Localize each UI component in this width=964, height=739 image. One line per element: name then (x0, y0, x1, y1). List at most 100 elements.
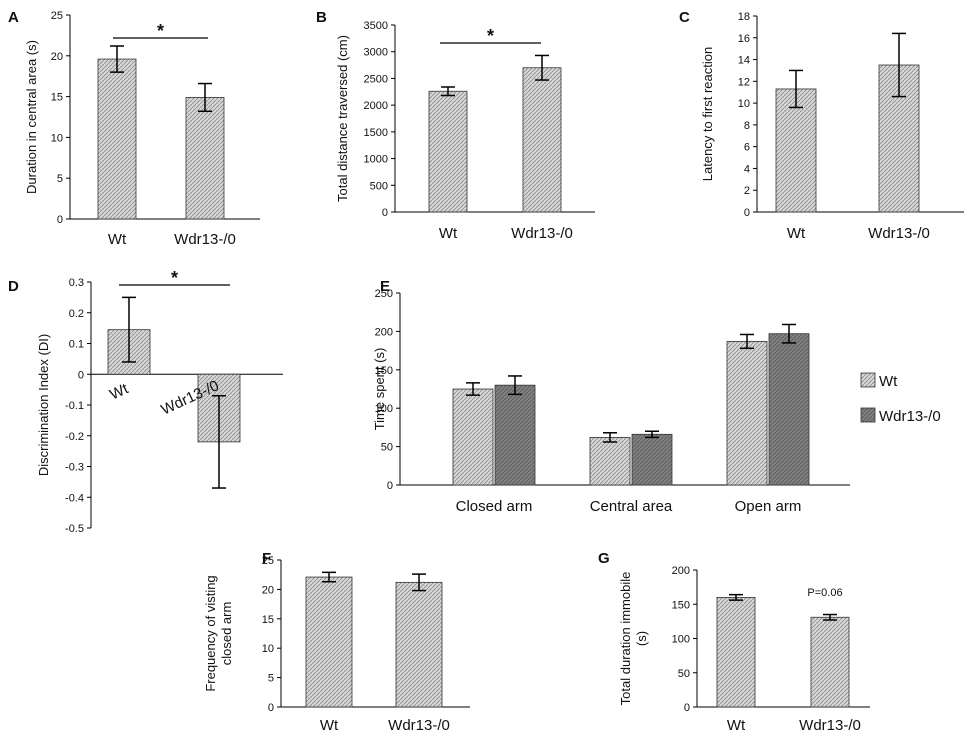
bar-0 (428, 90, 468, 213)
category-label: Wdr13-/0 (388, 717, 450, 734)
y-tick-label: 0 (78, 369, 84, 381)
panel-label-b: B (316, 9, 327, 26)
bar-0 (716, 597, 756, 708)
y-tick-label: 0 (684, 702, 690, 714)
bar-wdr13-0-0 (494, 384, 536, 486)
y-axis-label: Discrimination Index (DI) (36, 334, 51, 476)
panel-a: A 0 5 10 15 20 25 Duration in central area (s) W… (8, 9, 260, 248)
category-label: Wt (108, 231, 127, 248)
category-label: Closed arm (456, 498, 533, 515)
y-tick-label: 500 (370, 180, 388, 192)
category-label: Wdr13-/0 (799, 717, 861, 734)
bar-1 (522, 67, 562, 213)
y-axis-label: Latency to first reaction (700, 47, 715, 181)
bar-wt-1 (589, 436, 631, 486)
y-tick-label: 50 (381, 442, 393, 454)
y-tick-label: 0.3 (69, 277, 84, 289)
panel-d: D -0.5 -0.4 -0.3 -0.2 -0.1 0 0.1 0.2 0.3 Discrimin… (8, 268, 283, 535)
panel-label-c: C (679, 9, 690, 26)
panel-label-d: D (8, 278, 19, 295)
bar-wdr13-0-1 (631, 433, 673, 486)
panel-e: E 0 50 100 150 200 250 Time spent (s) Closed arm… (372, 278, 941, 515)
bar-1 (185, 97, 225, 220)
y-tick-label: 16 (738, 33, 750, 45)
category-label: Central area (590, 498, 673, 515)
panel-c: C 0 2 4 6 8 10 12 14 16 18 Latency to first reactio… (679, 9, 964, 242)
category-label: Wt (107, 380, 132, 404)
y-tick-label: 1500 (364, 127, 388, 139)
significance-star: * (487, 26, 494, 46)
y-tick-label: 0 (268, 702, 274, 714)
y-tick-label: 5 (57, 173, 63, 185)
y-tick-label: 2000 (364, 100, 388, 112)
y-axis-label: Duration in central area (s) (24, 40, 39, 194)
y-tick-label: 200 (375, 326, 393, 338)
bar-0 (305, 576, 353, 708)
legend-label-1: Wdr13-/0 (879, 408, 941, 425)
panel-f: F 0 5 10 15 20 25 Frequency of vistingclosed ar… (203, 550, 470, 734)
panel-b: B 0 500 1000 1500 2000 2500 3000 3500 Total dista… (316, 9, 595, 242)
y-tick-label: 50 (678, 668, 690, 680)
y-tick-label: 20 (262, 584, 274, 596)
y-tick-label: 10 (738, 98, 750, 110)
y-tick-label: 2500 (364, 73, 388, 85)
y-tick-label: 0.1 (69, 339, 84, 351)
panel-label-a: A (8, 9, 19, 26)
legend-swatch-1 (860, 407, 876, 423)
y-tick-label: 12 (738, 76, 750, 88)
y-tick-label: 1000 (364, 154, 388, 166)
panel-g: G 0 50 100 150 200 Total duration immobile(s) W… (598, 550, 870, 734)
y-tick-label: 10 (262, 643, 274, 655)
category-label: Wdr13-/0 (868, 225, 930, 242)
y-tick-label: -0.3 (65, 462, 84, 474)
significance-star: * (171, 268, 178, 288)
y-tick-label: -0.4 (65, 492, 84, 504)
category-label: Wt (439, 225, 458, 242)
bar-1 (810, 616, 850, 708)
category-label: Wt (787, 225, 806, 242)
bar-wt-2 (726, 340, 768, 486)
bar-0 (775, 88, 817, 213)
y-tick-label: 100 (672, 634, 690, 646)
y-tick-label: -0.5 (65, 523, 84, 535)
y-tick-label: 100 (375, 403, 393, 415)
y-tick-label: 3500 (364, 20, 388, 32)
y-tick-label: 200 (672, 565, 690, 577)
y-axis-label: Total duration immobile(s) (618, 572, 649, 706)
y-tick-label: 2 (744, 185, 750, 197)
bar-wt-0 (452, 388, 494, 486)
y-tick-label: 15 (262, 614, 274, 626)
y-tick-label: -0.1 (65, 400, 84, 412)
p-value-annotation: P=0.06 (807, 587, 842, 599)
y-tick-label: 25 (51, 10, 63, 22)
y-tick-label: 15 (51, 92, 63, 104)
y-tick-label: 8 (744, 120, 750, 132)
y-tick-label: -0.2 (65, 431, 84, 443)
y-axis-label: Time spent (s) (372, 348, 387, 431)
y-axis-label: Frequency of vistingclosed arm (203, 575, 234, 691)
y-axis-label: Total distance traversed (cm) (335, 35, 350, 202)
y-tick-label: 4 (744, 163, 750, 175)
y-tick-label: 0 (387, 480, 393, 492)
y-tick-label: 0 (57, 214, 63, 226)
significance-star: * (157, 21, 164, 41)
category-label: Wt (727, 717, 746, 734)
bar-0 (97, 58, 137, 220)
category-label: Open arm (735, 498, 802, 515)
bar-1 (395, 581, 443, 708)
y-tick-label: 14 (738, 55, 750, 67)
y-tick-label: 5 (268, 673, 274, 685)
y-tick-label: 0 (744, 207, 750, 219)
y-tick-label: 150 (375, 365, 393, 377)
y-tick-label: 25 (262, 555, 274, 567)
legend-swatch-0 (860, 372, 876, 388)
category-label: Wdr13-/0 (511, 225, 573, 242)
y-tick-label: 6 (744, 142, 750, 154)
y-tick-label: 20 (51, 51, 63, 63)
category-label: Wt (320, 717, 339, 734)
legend-label-0: Wt (879, 373, 898, 390)
panel-label-f: F (262, 550, 271, 567)
y-tick-label: 0 (382, 207, 388, 219)
panel-label-g: G (598, 550, 610, 567)
